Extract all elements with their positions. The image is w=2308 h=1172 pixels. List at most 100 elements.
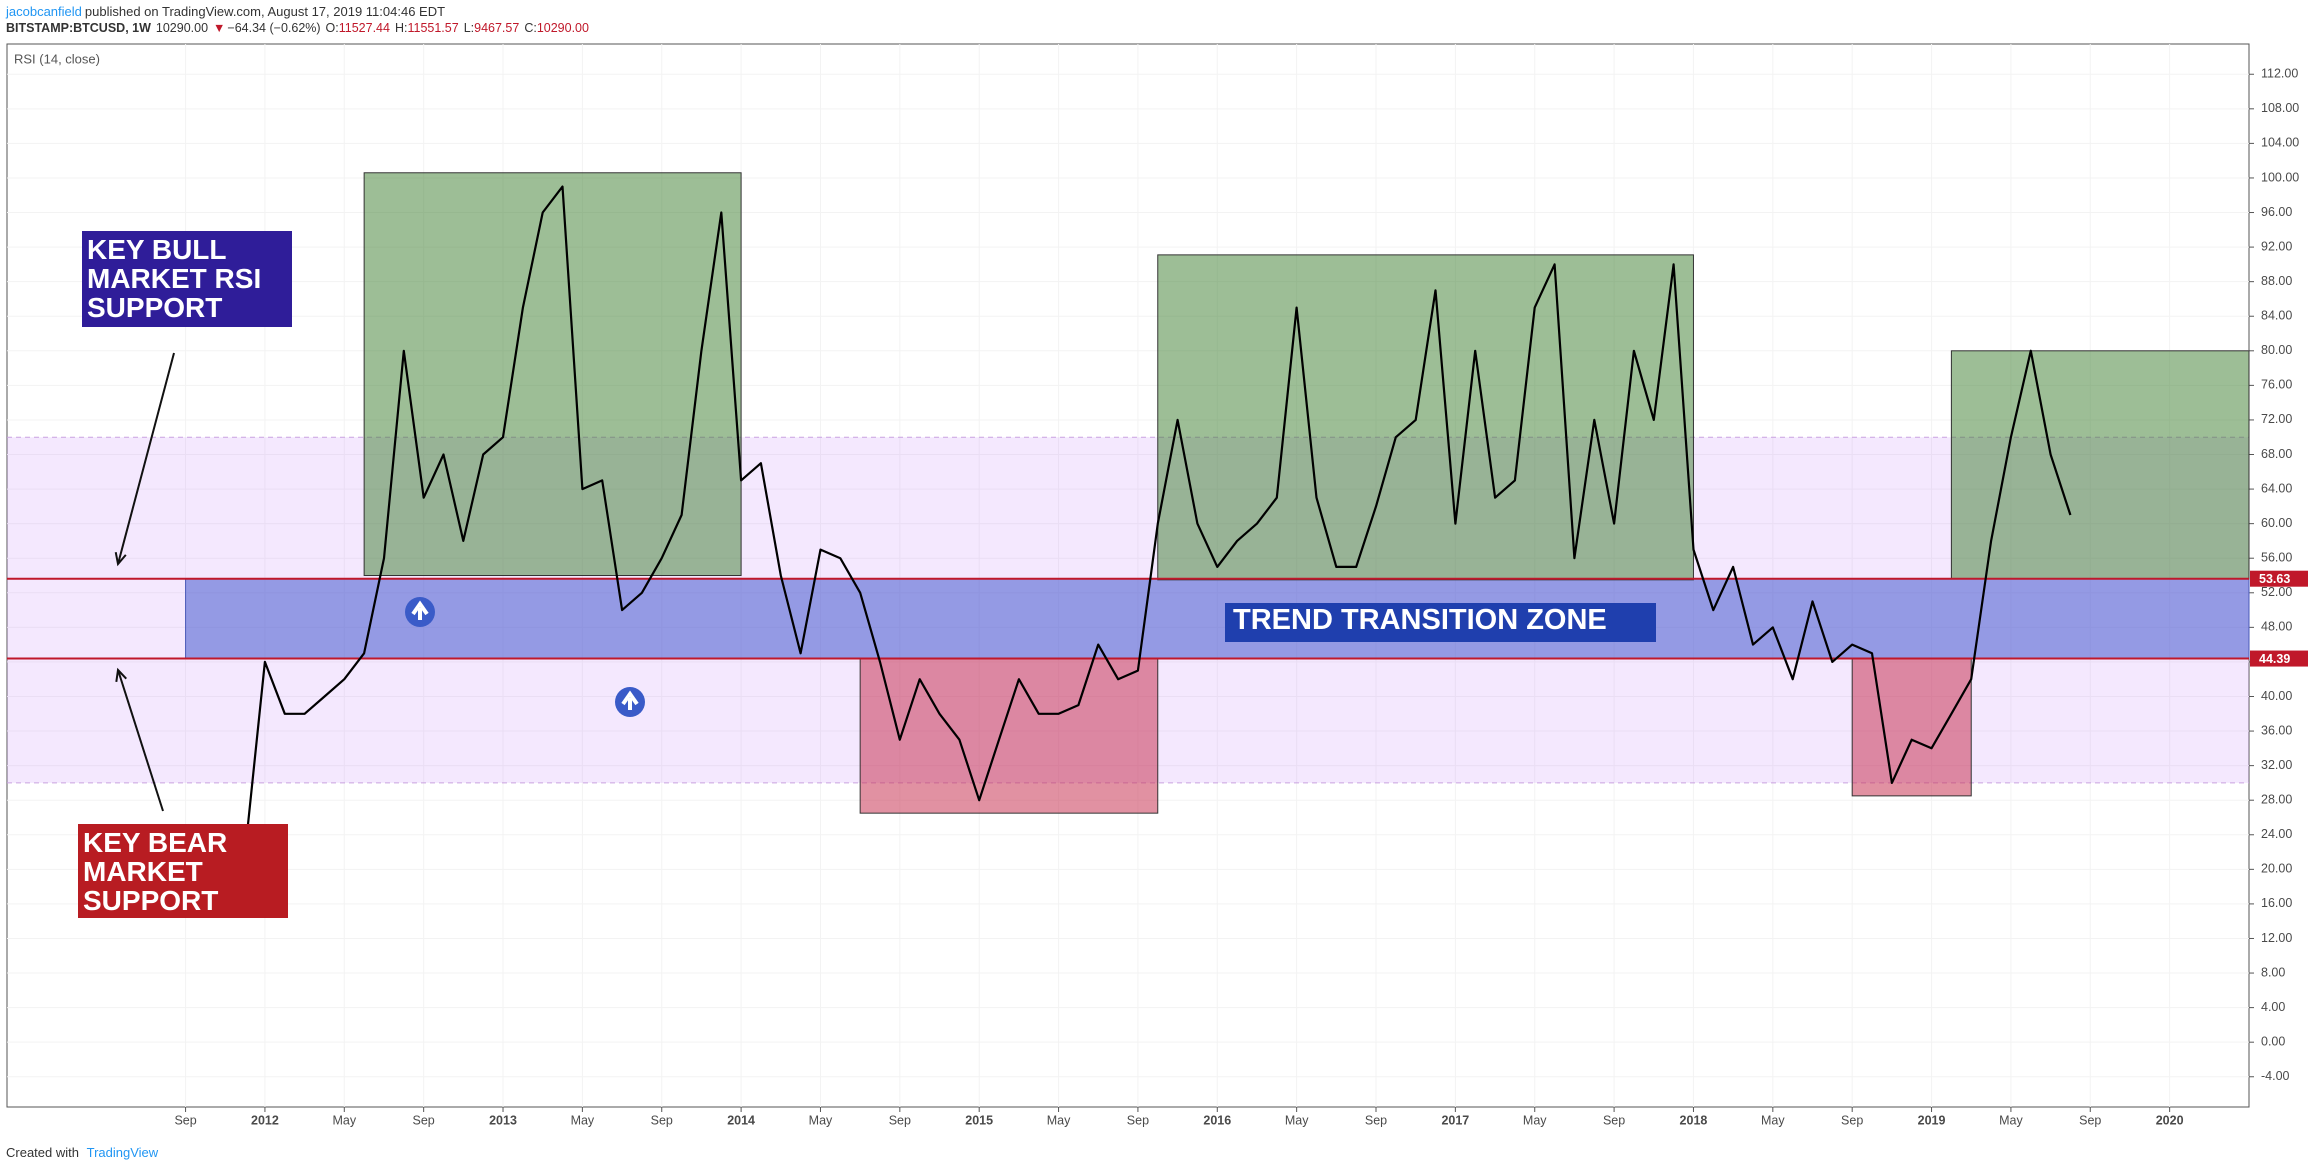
indicator-label: RSI (14, close) bbox=[14, 51, 100, 66]
y-tick-label: 108.00 bbox=[2261, 101, 2299, 115]
y-tick-label: 88.00 bbox=[2261, 274, 2292, 288]
brand[interactable]: TradingView bbox=[86, 1145, 159, 1160]
x-tick-label: Sep bbox=[2079, 1113, 2101, 1127]
y-tick-label: 84.00 bbox=[2261, 309, 2292, 323]
y-tick-label: -4.00 bbox=[2261, 1069, 2290, 1083]
footer: Created with TradingView bbox=[6, 1145, 158, 1160]
zone-annotation: TREND TRANSITION ZONE bbox=[1225, 603, 1656, 642]
transition-zone bbox=[185, 578, 2250, 660]
zone bbox=[859, 657, 1159, 814]
x-tick-label: Sep bbox=[1127, 1113, 1149, 1127]
ohlc-label: L: bbox=[463, 21, 475, 35]
y-tick-label: 8.00 bbox=[2261, 965, 2285, 979]
ohlc-value: 10290.00 bbox=[536, 21, 589, 35]
x-tick-label: May bbox=[1047, 1113, 1071, 1127]
x-tick-label: 2012 bbox=[251, 1113, 279, 1127]
x-tick-label: May bbox=[571, 1113, 595, 1127]
ohlc-label: O: bbox=[325, 21, 339, 35]
ohlc-value: 11551.57 bbox=[407, 21, 459, 35]
symbol: BITSTAMP:BTCUSD, 1W bbox=[6, 21, 151, 35]
footer-text: Created with bbox=[6, 1145, 79, 1160]
y-tick-label: 112.00 bbox=[2261, 67, 2298, 81]
x-tick-label: May bbox=[1761, 1113, 1785, 1127]
x-tick-label: May bbox=[1999, 1113, 2023, 1127]
author[interactable]: jacobcanfield bbox=[6, 4, 82, 19]
y-tick-label: 24.00 bbox=[2261, 827, 2292, 841]
y-tick-label: 76.00 bbox=[2261, 378, 2292, 392]
y-tick-label: 68.00 bbox=[2261, 447, 2292, 461]
ohlc: O:11527.44 H:11551.57 L:9467.57 C:10290.00 bbox=[326, 21, 594, 35]
signal-arrow bbox=[621, 690, 639, 710]
level-label: 44.39 bbox=[2259, 652, 2290, 666]
y-tick-label: 100.00 bbox=[2261, 170, 2299, 184]
ohlc-value: 9467.57 bbox=[474, 21, 520, 35]
y-tick-label: 16.00 bbox=[2261, 896, 2292, 910]
level-tag bbox=[2250, 650, 2308, 667]
x-tick-label: 2020 bbox=[2156, 1113, 2184, 1127]
y-tick-label: 92.00 bbox=[2261, 239, 2292, 253]
x-tick-label: Sep bbox=[174, 1113, 196, 1127]
x-tick-label: Sep bbox=[1603, 1113, 1625, 1127]
ohlc-label: H: bbox=[394, 21, 408, 35]
x-tick-label: May bbox=[332, 1113, 356, 1127]
y-tick-label: 0.00 bbox=[2261, 1034, 2285, 1048]
x-tick-label: 2014 bbox=[727, 1113, 755, 1127]
x-tick-label: 2019 bbox=[1918, 1113, 1946, 1127]
y-tick-label: 52.00 bbox=[2261, 585, 2292, 599]
y-tick-label: 28.00 bbox=[2261, 792, 2292, 806]
arrow-head bbox=[114, 552, 127, 567]
x-tick-label: Sep bbox=[1365, 1113, 1387, 1127]
arrow-head bbox=[115, 667, 127, 683]
level-tag bbox=[2250, 570, 2308, 587]
zone bbox=[1950, 350, 2250, 580]
x-tick-label: 2015 bbox=[965, 1113, 993, 1127]
y-tick-label: 104.00 bbox=[2261, 136, 2299, 150]
y-tick-label: 56.00 bbox=[2261, 551, 2292, 565]
signal-arrow bbox=[411, 600, 429, 620]
x-tick-label: Sep bbox=[889, 1113, 911, 1127]
x-tick-label: 2013 bbox=[489, 1113, 517, 1127]
y-tick-label: 60.00 bbox=[2261, 516, 2292, 530]
y-tick-label: 80.00 bbox=[2261, 343, 2292, 357]
arrow: ▼ bbox=[213, 21, 226, 35]
arrow bbox=[117, 669, 164, 812]
bull-line: KEY BULL bbox=[87, 234, 227, 265]
x-tick-label: May bbox=[1523, 1113, 1547, 1127]
level-label: 53.63 bbox=[2259, 572, 2290, 586]
change: −64.34 (−0.62%) bbox=[227, 21, 321, 35]
y-tick-label: 20.00 bbox=[2261, 862, 2292, 876]
published: published on TradingView.com, August 17,… bbox=[84, 4, 446, 19]
y-tick-label: 36.00 bbox=[2261, 723, 2292, 737]
y-tick-label: 48.00 bbox=[2261, 620, 2292, 634]
zone bbox=[1157, 254, 1694, 581]
y-tick-label: 32.00 bbox=[2261, 758, 2292, 772]
x-tick-label: May bbox=[809, 1113, 833, 1127]
publish-line: jacobcanfield published on TradingView.co… bbox=[6, 4, 450, 19]
zone bbox=[1851, 657, 1972, 797]
x-tick-label: Sep bbox=[1841, 1113, 1863, 1127]
x-tick-label: 2016 bbox=[1203, 1113, 1231, 1127]
x-tick-label: 2018 bbox=[1680, 1113, 1708, 1127]
x-tick-label: May bbox=[1285, 1113, 1309, 1127]
ohlc-value: 11527.44 bbox=[338, 21, 390, 35]
bull-line: SUPPORT bbox=[87, 292, 223, 323]
y-tick-label: 40.00 bbox=[2261, 689, 2292, 703]
y-tick-label: 4.00 bbox=[2261, 1000, 2285, 1014]
rsi-line bbox=[244, 185, 2072, 853]
x-tick-label: 2017 bbox=[1441, 1113, 1469, 1127]
last: 10290.00 bbox=[155, 21, 209, 35]
bear-line: MARKET bbox=[83, 856, 203, 887]
ohlc-label: C: bbox=[524, 21, 537, 35]
y-tick-label: 64.00 bbox=[2261, 481, 2292, 495]
bull-line: MARKET RSI bbox=[87, 263, 262, 294]
bull-annotation: KEY BULL MARKET RSI SUPPORT bbox=[82, 231, 292, 327]
zone bbox=[363, 172, 742, 576]
x-tick-label: Sep bbox=[651, 1113, 673, 1127]
bear-line: SUPPORT bbox=[83, 885, 219, 916]
y-tick-label: 12.00 bbox=[2261, 931, 2292, 945]
y-tick-label: 72.00 bbox=[2261, 412, 2292, 426]
symbol-line: BITSTAMP:BTCUSD, 1W 10290.00 ▼ −64.34 (−0.6… bbox=[6, 21, 599, 35]
arrow bbox=[117, 352, 175, 565]
